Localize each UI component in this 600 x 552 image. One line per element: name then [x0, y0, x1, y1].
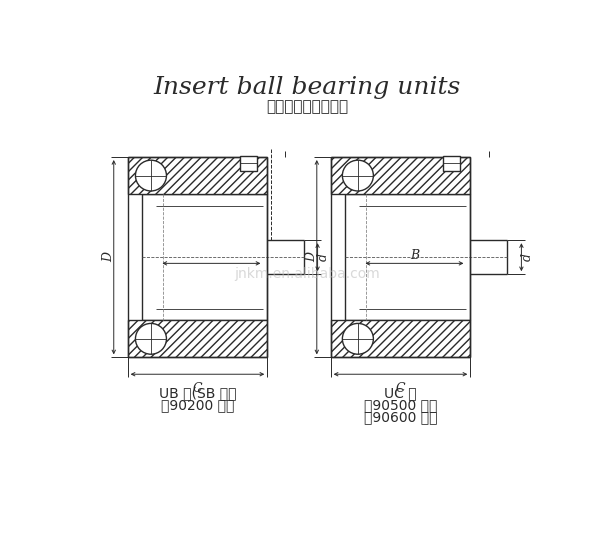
Text: （90200 型）: （90200 型） — [161, 398, 234, 412]
Text: （90600 型）: （90600 型） — [364, 411, 437, 424]
Text: C: C — [395, 382, 406, 395]
Bar — [331, 320, 470, 357]
Text: C: C — [193, 382, 202, 395]
Text: d: d — [520, 253, 533, 261]
Bar — [344, 194, 470, 320]
Bar — [331, 157, 470, 357]
Text: 带顶丝外球面球轴承: 带顶丝外球面球轴承 — [266, 99, 349, 114]
Text: d: d — [317, 253, 329, 261]
Circle shape — [136, 160, 166, 191]
Bar — [142, 194, 267, 320]
Text: jnkm.en.alibaba.com: jnkm.en.alibaba.com — [235, 267, 380, 281]
Bar — [128, 320, 267, 357]
Text: Insert ball bearing units: Insert ball bearing units — [154, 76, 461, 99]
Bar — [128, 157, 267, 357]
Text: UB 型(SB 型）: UB 型(SB 型） — [158, 386, 236, 400]
Text: D: D — [102, 252, 115, 262]
Circle shape — [343, 323, 373, 354]
Text: （90500 型）: （90500 型） — [364, 398, 437, 412]
Text: D: D — [305, 252, 318, 262]
Text: B: B — [410, 249, 419, 262]
Circle shape — [136, 323, 166, 354]
Bar — [240, 156, 257, 171]
Text: UC 型: UC 型 — [384, 386, 417, 400]
Bar — [331, 157, 470, 194]
Circle shape — [343, 160, 373, 191]
Bar — [128, 157, 267, 194]
Bar — [443, 156, 460, 171]
